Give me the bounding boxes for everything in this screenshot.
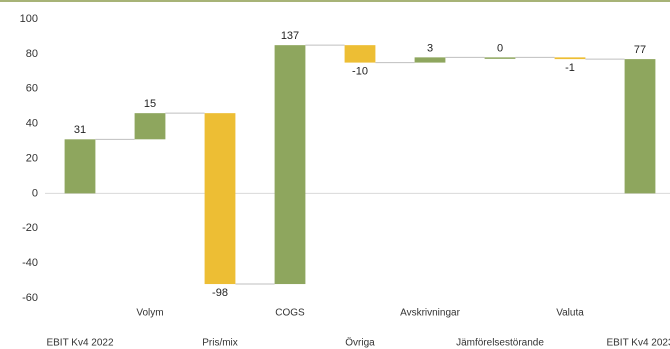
x-tick-label: Pris/mix [202, 338, 238, 349]
y-tick-label: 80 [26, 48, 38, 60]
x-tick-label: Volym [136, 308, 163, 319]
bar [484, 57, 516, 59]
x-tick-label: EBIT Kv4 2022 [46, 338, 114, 349]
y-tick-label: 40 [26, 118, 38, 130]
x-tick-label: Avskrivningar [400, 308, 461, 319]
bar [274, 45, 306, 285]
bar [624, 59, 656, 194]
bar [134, 113, 166, 140]
bar [344, 45, 376, 63]
y-tick-label: -60 [22, 292, 38, 304]
y-tick-label: 100 [20, 13, 38, 25]
bar [64, 139, 96, 194]
y-tick-label: 60 [26, 83, 38, 95]
x-tick-label: Övriga [345, 337, 375, 349]
bar [204, 113, 236, 285]
y-tick-label: 0 [32, 187, 38, 199]
value-label: 31 [74, 124, 86, 136]
value-label: -98 [212, 287, 228, 299]
x-tick-label: Valuta [556, 308, 584, 319]
x-tick-label: Jämförelsestörande [456, 338, 544, 349]
bar [554, 57, 586, 60]
value-label: 0 [497, 42, 503, 54]
value-label: 137 [281, 30, 299, 42]
value-label: 15 [144, 98, 156, 110]
value-label: -1 [565, 62, 575, 74]
value-label: -10 [352, 66, 368, 78]
value-label: 3 [427, 42, 433, 54]
y-tick-label: 20 [26, 152, 38, 164]
x-tick-label: EBIT Kv4 2023 [606, 338, 670, 349]
y-tick-label: -40 [22, 257, 38, 269]
y-tick-label: -20 [22, 222, 38, 234]
value-label: 77 [634, 44, 646, 56]
bar [414, 57, 446, 63]
x-tick-label: COGS [275, 308, 305, 319]
